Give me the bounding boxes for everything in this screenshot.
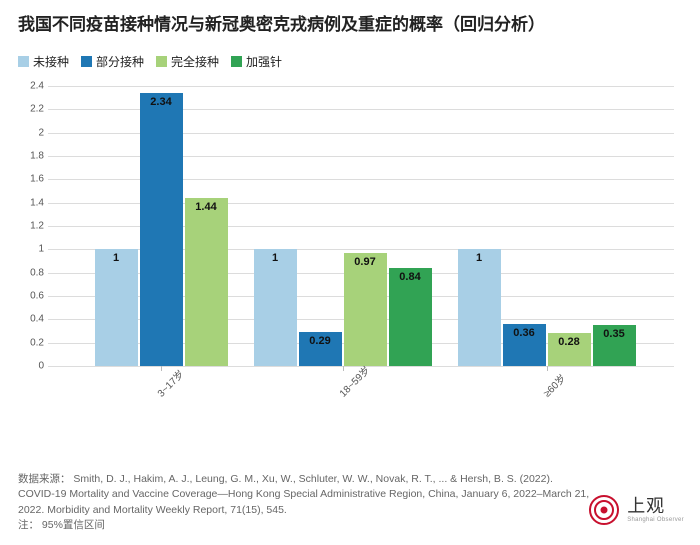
- brand-logo: 上观 Shanghai Observer: [587, 493, 684, 527]
- legend-item: 未接种: [18, 53, 69, 70]
- legend-swatch: [231, 56, 242, 67]
- bar-value-label: 0.36: [503, 327, 546, 339]
- bar: 1.44: [185, 198, 228, 366]
- bar: 1: [254, 249, 297, 366]
- source-text: Smith, D. J., Hakim, A. J., Leung, G. M.…: [18, 473, 589, 515]
- y-tick-label: 2.2: [18, 104, 44, 115]
- bar: 1: [95, 249, 138, 366]
- bar-value-label: 0.29: [299, 335, 342, 347]
- legend-item: 部分接种: [81, 53, 144, 70]
- y-tick-label: 0.8: [18, 267, 44, 278]
- chart: 0 0.2 0.4 0.6 0.8 1 1.2 1.4 1.6 1.8 2 2.2 2.4 1 2.34 1.…: [18, 82, 680, 412]
- y-tick-label: 0.4: [18, 314, 44, 325]
- y-tick-label: 1.8: [18, 150, 44, 161]
- bar-value-label: 1: [458, 252, 501, 264]
- legend-swatch: [18, 56, 29, 67]
- bar-value-label: 1: [95, 252, 138, 264]
- bar: 0.29: [299, 332, 342, 366]
- bar-value-label: 0.28: [548, 336, 591, 348]
- bar-value-label: 0.97: [344, 256, 387, 268]
- bar-value-label: 0.35: [593, 328, 636, 340]
- y-tick-label: 0: [18, 360, 44, 371]
- x-tick: [343, 366, 344, 371]
- legend-label: 完全接种: [171, 53, 219, 70]
- legend: 未接种 部分接种 完全接种 加强针: [0, 43, 700, 76]
- x-tick-label: 18~59岁: [335, 362, 373, 400]
- logo-text-cn: 上观: [627, 497, 665, 517]
- bar-value-label: 1: [254, 252, 297, 264]
- y-tick-label: 1.6: [18, 174, 44, 185]
- bar: 0.35: [593, 325, 636, 366]
- note-text: 95%置信区间: [42, 519, 105, 531]
- grid-line: [48, 86, 674, 87]
- legend-item: 加强针: [231, 53, 282, 70]
- y-tick-label: 0.6: [18, 290, 44, 301]
- bar: 0.28: [548, 333, 591, 366]
- y-tick-label: 1.4: [18, 197, 44, 208]
- logo-text-en: Shanghai Observer: [627, 517, 684, 524]
- bar: 0.97: [344, 253, 387, 366]
- y-tick-label: 1: [18, 244, 44, 255]
- bar: 1: [458, 249, 501, 366]
- legend-label: 部分接种: [96, 53, 144, 70]
- bar-value-label: 0.84: [389, 271, 432, 283]
- y-tick-label: 2: [18, 127, 44, 138]
- bar-value-label: 2.34: [140, 96, 183, 108]
- note-label: 注：: [18, 519, 39, 531]
- y-tick-label: 0.2: [18, 337, 44, 348]
- legend-swatch: [81, 56, 92, 67]
- legend-swatch: [156, 56, 167, 67]
- legend-label: 未接种: [33, 53, 69, 70]
- y-tick-label: 1.2: [18, 220, 44, 231]
- logo-icon: [587, 493, 621, 527]
- x-tick-label: ≥60岁: [539, 370, 568, 399]
- bar: 0.84: [389, 268, 432, 366]
- footer: 数据来源： Smith, D. J., Hakim, A. J., Leung,…: [18, 472, 590, 533]
- bar-value-label: 1.44: [185, 201, 228, 213]
- chart-title: 我国不同疫苗接种情况与新冠奥密克戎病例及重症的概率（回归分析）: [0, 0, 700, 43]
- x-tick: [547, 366, 548, 371]
- x-tick: [161, 366, 162, 371]
- x-tick-label: 3~17岁: [153, 366, 187, 400]
- source-label: 数据来源：: [18, 473, 71, 485]
- plot-area: 00.20.40.60.811.21.41.61.822.22.412.341.…: [48, 86, 674, 366]
- legend-label: 加强针: [246, 53, 282, 70]
- bar: 2.34: [140, 93, 183, 366]
- y-tick-label: 2.4: [18, 80, 44, 91]
- bar: 0.36: [503, 324, 546, 366]
- legend-item: 完全接种: [156, 53, 219, 70]
